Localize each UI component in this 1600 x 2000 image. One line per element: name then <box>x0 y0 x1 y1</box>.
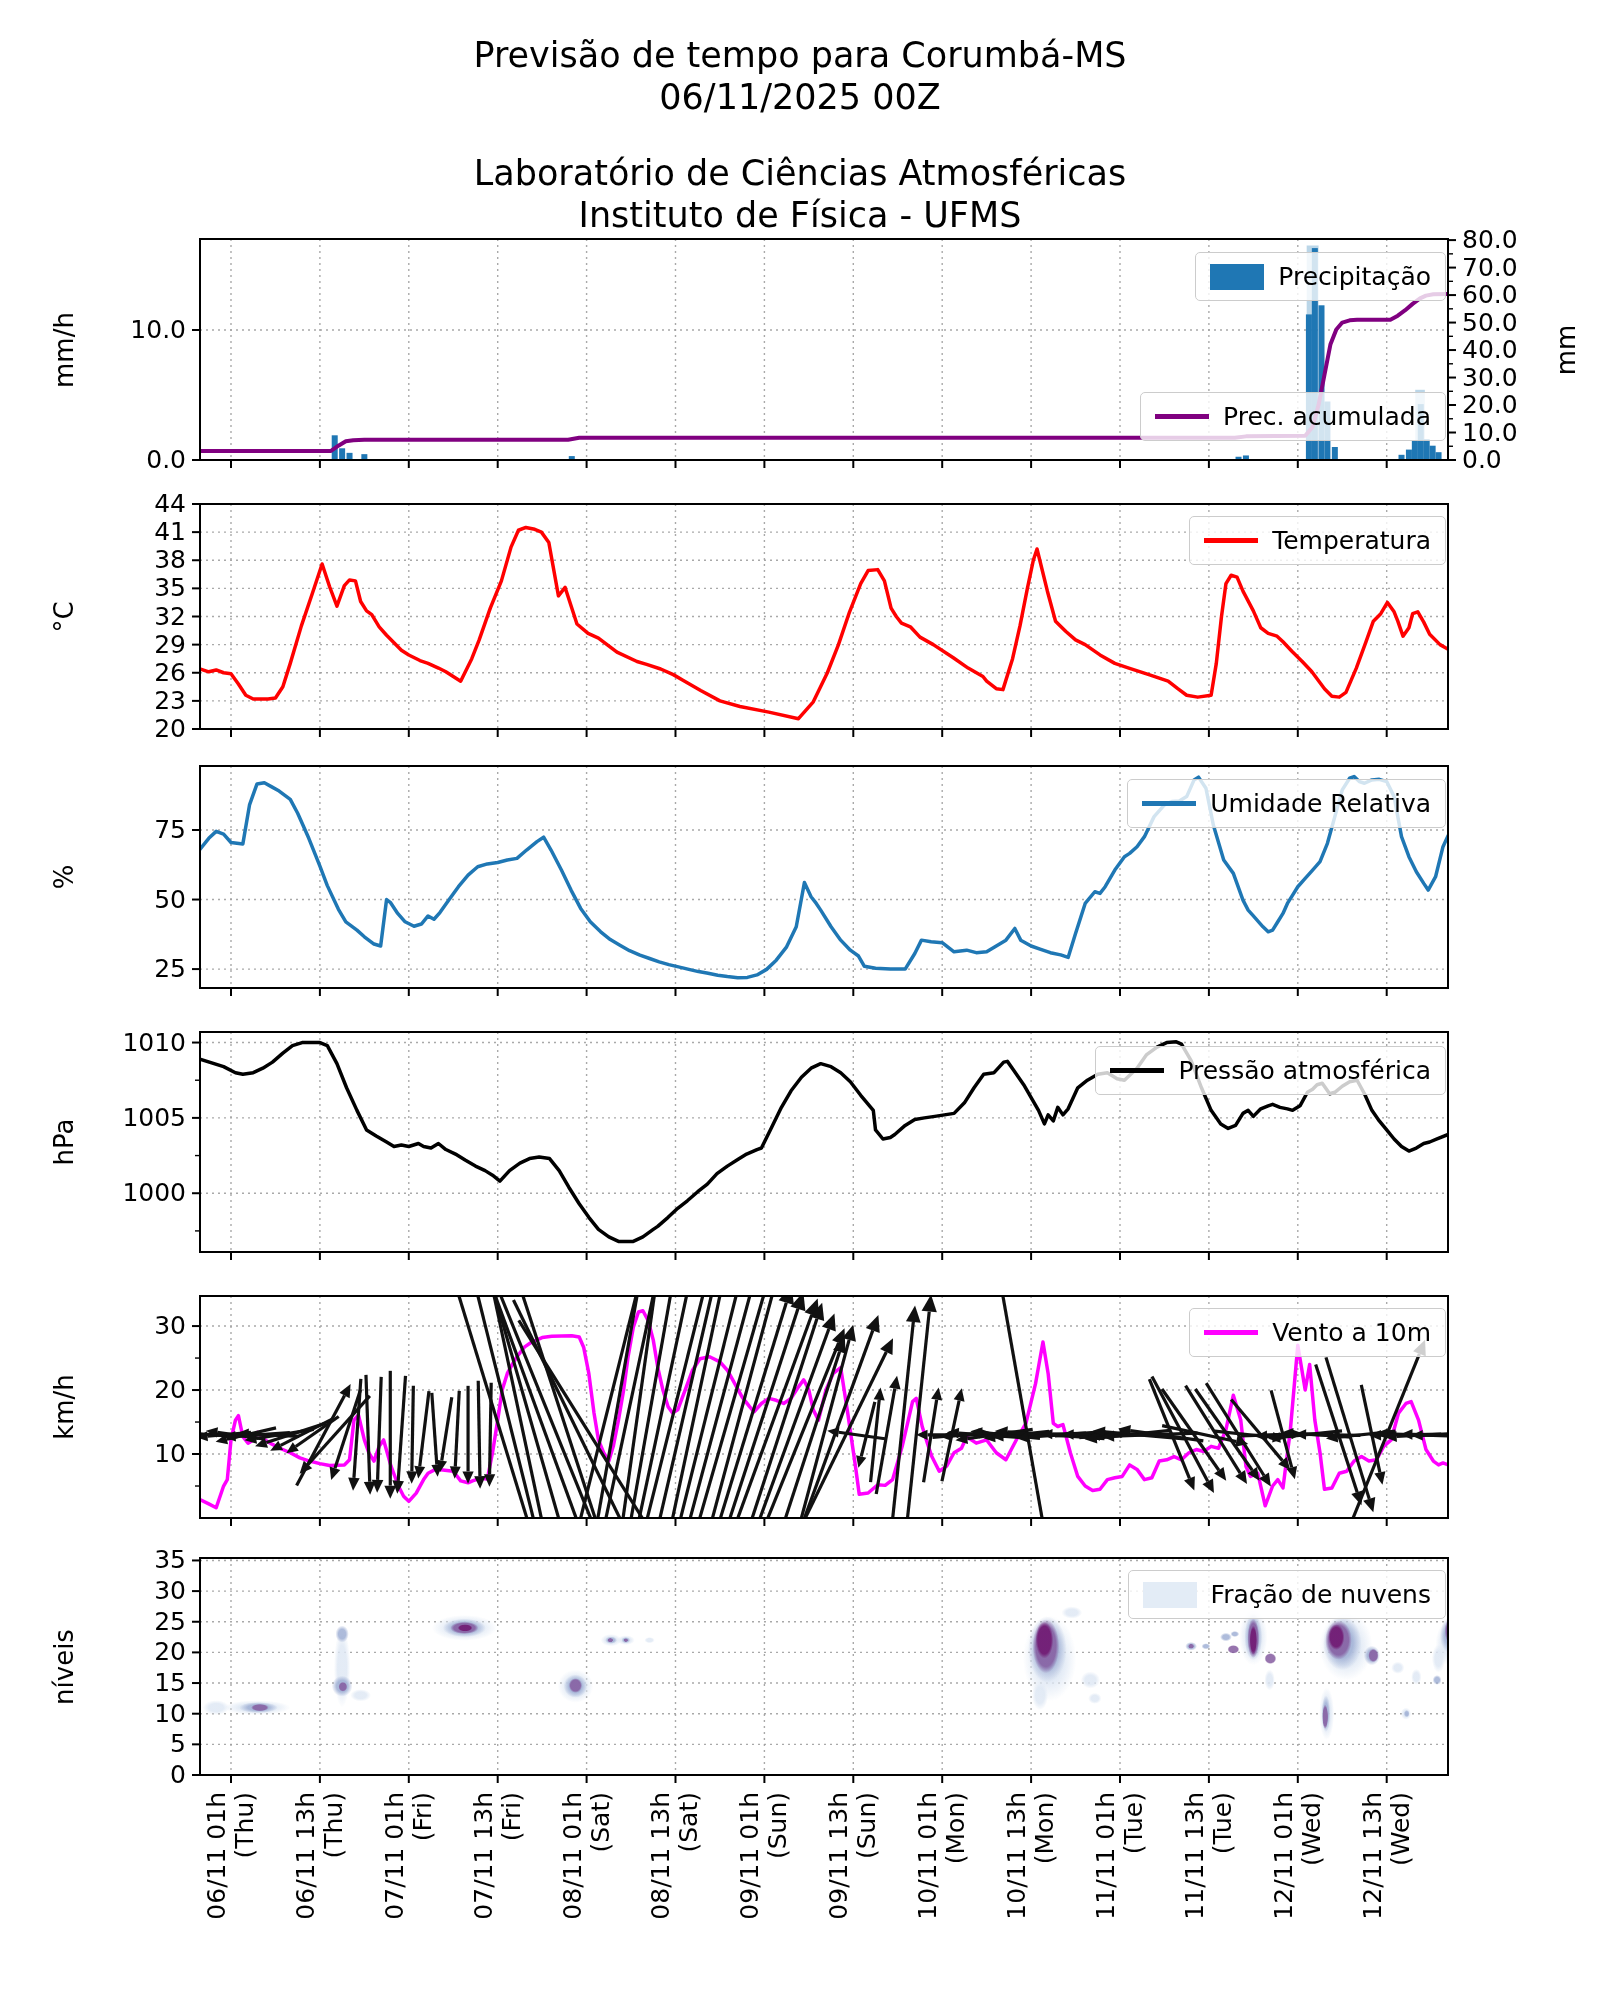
legend-sample <box>1110 1068 1164 1073</box>
legend-umidade-relativa: Umidade Relativa <box>1127 779 1446 828</box>
y-tick-label: 26 <box>96 658 186 688</box>
y-axis-title: % <box>48 757 80 997</box>
y-tick-label-right: 60.0 <box>1462 280 1552 310</box>
x-tick-label: 06/11 13h (Thu) <box>292 1792 348 1947</box>
legend-label: Umidade Relativa <box>1210 789 1431 818</box>
y-tick-label-right: 40.0 <box>1462 335 1552 365</box>
y-tick-label: 38 <box>96 545 186 575</box>
y-tick-label: 23 <box>96 686 186 716</box>
y-tick-label: 50 <box>96 885 186 915</box>
x-tick-label: 10/11 13h (Mon) <box>1003 1792 1059 1947</box>
legend-vento-a-10m: Vento a 10m <box>1189 1308 1446 1357</box>
x-tick-label: 09/11 13h (Sun) <box>825 1792 881 1947</box>
legend-fra-o-de-nuvens: Fração de nuvens <box>1128 1570 1446 1619</box>
legend-sample <box>1204 1330 1258 1335</box>
y-tick-label: 10 <box>96 1699 186 1729</box>
y-tick-label: 1010 <box>96 1028 186 1058</box>
x-tick-label: 12/11 01h (Wed) <box>1270 1792 1326 1947</box>
y-tick-label-right: 10.0 <box>1462 418 1552 448</box>
y-tick-label: 0.0 <box>96 445 186 475</box>
y-tick-label: 29 <box>96 630 186 660</box>
y-tick-label: 15 <box>96 1668 186 1698</box>
subtitle-line-2: Instituto de Física - UFMS <box>0 194 1600 236</box>
x-tick-label: 11/11 01h (Tue) <box>1092 1792 1148 1947</box>
y-tick-label-right: 20.0 <box>1462 390 1552 420</box>
x-tick-label: 07/11 01h (Fri) <box>381 1792 437 1947</box>
y-axis-title: mm/h <box>48 230 80 470</box>
legend-sample <box>1142 801 1196 806</box>
y-tick-label: 41 <box>96 517 186 547</box>
legend-label: Precipitação <box>1278 262 1431 291</box>
y-tick-label: 25 <box>96 954 186 984</box>
y-tick-label: 20 <box>96 1637 186 1667</box>
y-tick-label: 35 <box>96 573 186 603</box>
y-tick-label: 44 <box>96 489 186 519</box>
legend-sample <box>1143 1582 1197 1608</box>
y-axis-title-right: mm <box>1550 230 1582 470</box>
x-tick-label: 09/11 01h (Sun) <box>736 1792 792 1947</box>
legend-label: Vento a 10m <box>1272 1318 1431 1347</box>
x-tick-label: 06/11 01h (Thu) <box>203 1792 259 1947</box>
y-tick-label: 10 <box>96 1439 186 1469</box>
x-tick-label: 11/11 13h (Tue) <box>1181 1792 1237 1947</box>
y-tick-label: 30 <box>96 1311 186 1341</box>
y-tick-label: 10.0 <box>96 315 186 345</box>
x-tick-label: 10/11 01h (Mon) <box>914 1792 970 1947</box>
y-tick-label: 1000 <box>96 1178 186 1208</box>
y-tick-label: 5 <box>96 1729 186 1759</box>
y-tick-label: 1005 <box>96 1103 186 1133</box>
y-tick-label: 35 <box>96 1545 186 1575</box>
x-tick-label: 08/11 13h (Sat) <box>647 1792 703 1947</box>
y-tick-label: 0 <box>96 1760 186 1790</box>
y-tick-label-right: 70.0 <box>1462 253 1552 283</box>
x-tick-label: 08/11 01h (Sat) <box>559 1792 615 1947</box>
legend-sample <box>1210 264 1264 290</box>
legend-press-o-atmosf-rica: Pressão atmosférica <box>1095 1046 1446 1095</box>
y-tick-label: 32 <box>96 602 186 632</box>
legend-precipita-o: Precipitação <box>1195 252 1446 301</box>
legend-label: Prec. acumulada <box>1223 402 1431 431</box>
title-line-2: 06/11/2025 00Z <box>0 76 1600 118</box>
y-axis-title: níveis <box>48 1547 80 1787</box>
legend-label: Fração de nuvens <box>1211 1580 1431 1609</box>
legend-prec-acumulada: Prec. acumulada <box>1140 392 1446 441</box>
legend-sample <box>1204 538 1258 543</box>
figure-subtitle: Laboratório de Ciências Atmosféricas Ins… <box>0 152 1600 236</box>
y-tick-label: 20 <box>96 1375 186 1405</box>
x-tick-label: 07/11 13h (Fri) <box>470 1792 526 1947</box>
y-tick-label: 20 <box>96 714 186 744</box>
y-tick-label-right: 50.0 <box>1462 308 1552 338</box>
y-tick-label: 25 <box>96 1607 186 1637</box>
y-axis-title: hPa <box>48 1022 80 1262</box>
legend-sample <box>1155 414 1209 419</box>
y-tick-label-right: 30.0 <box>1462 363 1552 393</box>
y-tick-label-right: 80.0 <box>1462 225 1552 255</box>
y-tick-label: 75 <box>96 815 186 845</box>
title-line-1: Previsão de tempo para Corumbá-MS <box>0 34 1600 76</box>
figure-title: Previsão de tempo para Corumbá-MS 06/11/… <box>0 34 1600 118</box>
y-axis-title: °C <box>48 497 80 737</box>
subtitle-line-1: Laboratório de Ciências Atmosféricas <box>0 152 1600 194</box>
y-tick-label: 30 <box>96 1576 186 1606</box>
legend-temperatura: Temperatura <box>1189 516 1446 565</box>
weather-forecast-figure: Previsão de tempo para Corumbá-MS 06/11/… <box>0 0 1600 2000</box>
x-tick-label: 12/11 13h (Wed) <box>1359 1792 1415 1947</box>
legend-label: Pressão atmosférica <box>1178 1056 1431 1085</box>
legend-label: Temperatura <box>1272 526 1431 555</box>
y-tick-label-right: 0.0 <box>1462 445 1552 475</box>
y-axis-title: km/h <box>48 1287 80 1527</box>
